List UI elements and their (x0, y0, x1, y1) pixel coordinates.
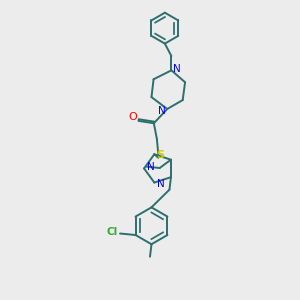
Text: S: S (156, 150, 164, 160)
Text: Cl: Cl (106, 227, 117, 237)
Text: N: N (158, 106, 166, 116)
Text: N: N (172, 64, 180, 74)
Text: O: O (128, 112, 137, 122)
Text: N: N (147, 162, 154, 172)
Text: N: N (157, 179, 165, 189)
